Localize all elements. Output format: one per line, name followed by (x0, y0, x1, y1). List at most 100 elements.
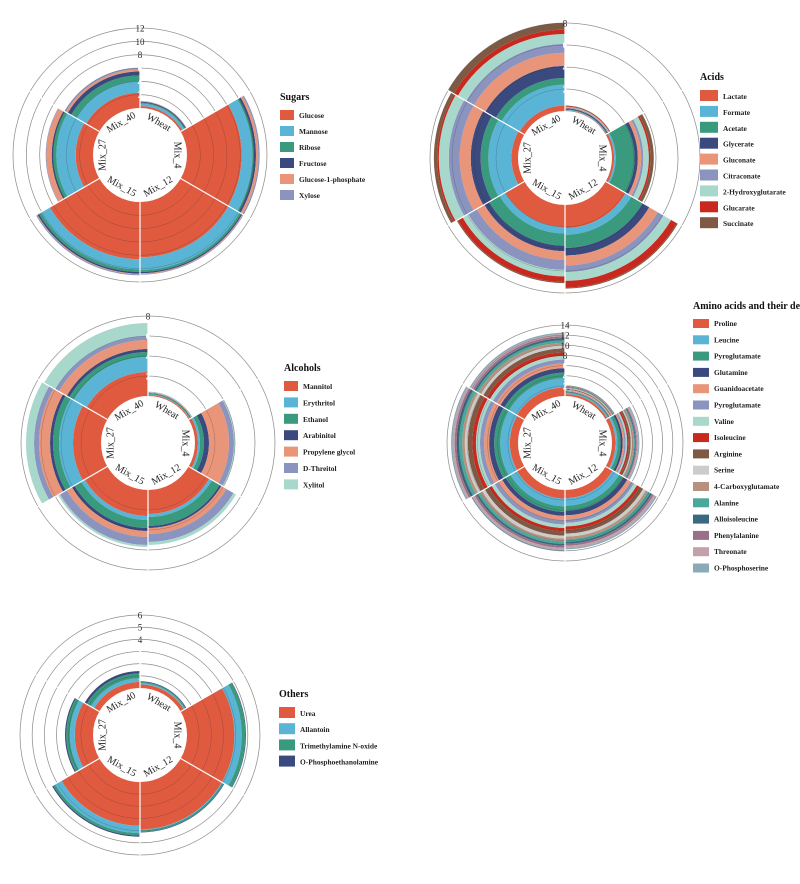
sector-divider (437, 180, 525, 233)
bar-segment (496, 363, 565, 406)
legend-swatch (700, 105, 718, 117)
bar-segment (637, 115, 651, 201)
sector-divider (19, 177, 100, 226)
legend-swatch (693, 449, 709, 459)
bar-segment (40, 207, 140, 270)
bar-segment (55, 780, 140, 834)
bar-segment (448, 99, 474, 217)
bar-segment (448, 23, 565, 94)
legend-swatch (280, 158, 294, 168)
bar-segment (65, 697, 77, 773)
bar-segment (565, 388, 612, 417)
bar-segment (516, 387, 565, 420)
bar-segment (489, 355, 565, 402)
tick-label: 8 (563, 19, 568, 29)
bar-segment (510, 470, 565, 507)
bar-segment (565, 211, 664, 273)
legend-label: Trimethylamine N-oxide (300, 741, 378, 750)
bar-segment (474, 494, 565, 548)
tick-label: 4 (138, 77, 143, 87)
bar-segment (565, 106, 610, 133)
bar-segment (433, 92, 455, 224)
bar-segment (565, 219, 678, 288)
bar-segment (188, 418, 198, 468)
legend-label: Xylose (299, 191, 321, 200)
sector-divider (188, 372, 269, 421)
bar-segment (519, 105, 565, 135)
bar-segment (605, 133, 615, 183)
bar-segment (148, 485, 227, 534)
bar-segment (516, 466, 565, 499)
bar-segment (238, 97, 256, 213)
legend: Amino acids and their derivatives Proline… (693, 301, 800, 573)
bar-segment (456, 220, 565, 284)
legend-label: Serine (714, 466, 735, 475)
bar-segment (66, 348, 148, 398)
bar-segment (148, 392, 192, 418)
bar-segment (491, 483, 565, 529)
legend-label: Urea (300, 709, 316, 718)
legend-swatch (700, 153, 718, 165)
tick-label: 2 (563, 85, 568, 95)
legend-title: Others (279, 689, 309, 700)
bar-segment (565, 479, 632, 520)
bar-segment (464, 392, 481, 494)
bar-segment (49, 394, 66, 492)
legend-swatch (280, 142, 294, 152)
bar-segment (565, 390, 611, 418)
sector-divider (605, 83, 693, 136)
sector-divider (605, 180, 693, 233)
bar-segment (140, 683, 185, 710)
bar-segment (38, 212, 140, 272)
tick-label: 12 (561, 331, 570, 341)
bar-segment (565, 108, 609, 134)
bar-segment (494, 481, 565, 525)
panel-5: 123456WheatMix_4Mix_12Mix_15Mix_27Mix_40… (19, 603, 379, 867)
bar-segment (75, 122, 100, 188)
bar-segment (221, 684, 242, 786)
bar-segment (457, 33, 565, 101)
bar-segment (46, 108, 64, 202)
legend-swatch (693, 547, 709, 557)
bar-segment (148, 488, 234, 542)
legend-swatch (279, 723, 295, 735)
tick-label: 2 (146, 372, 151, 382)
bar-segment (607, 132, 616, 184)
sector-label: Mix_4 (597, 145, 608, 172)
bar-segment (565, 202, 650, 256)
bar-segment (193, 415, 205, 471)
legend-label: O-Phosphoserine (714, 564, 769, 573)
sector-divider (27, 465, 108, 514)
bar-segment (44, 323, 148, 390)
bar-segment (625, 407, 636, 479)
sector-label: Mix_27 (522, 142, 533, 174)
bar-segment (605, 417, 616, 469)
bar-segment (501, 84, 565, 132)
tick-label: 2 (138, 90, 143, 100)
bar-segment (565, 181, 626, 229)
bar-segment (140, 782, 224, 832)
bar-segment (76, 81, 140, 124)
bar-segment (565, 110, 607, 135)
bar-segment (623, 408, 634, 478)
sector-divider (25, 757, 100, 802)
legend-swatch (284, 446, 298, 457)
legend-label: Phenylalanine (714, 531, 759, 540)
bar-segment (471, 496, 565, 552)
bar-segment (65, 69, 140, 114)
bar-segment (240, 95, 259, 215)
bar-segment (624, 408, 635, 478)
tick-label: 3 (138, 647, 143, 657)
bar-segment (479, 400, 495, 486)
bar-segment (565, 495, 658, 550)
bar-segment (609, 123, 635, 193)
bar-segment (52, 395, 71, 491)
bar-segment (52, 784, 141, 836)
bar-segment (565, 470, 620, 506)
sector-label: Mix_27 (97, 139, 108, 171)
bar-segment (71, 485, 148, 531)
bar-segment (56, 113, 85, 197)
tick-label: 6 (563, 361, 568, 371)
bar-segment (488, 119, 519, 197)
legend-swatch (693, 530, 709, 540)
